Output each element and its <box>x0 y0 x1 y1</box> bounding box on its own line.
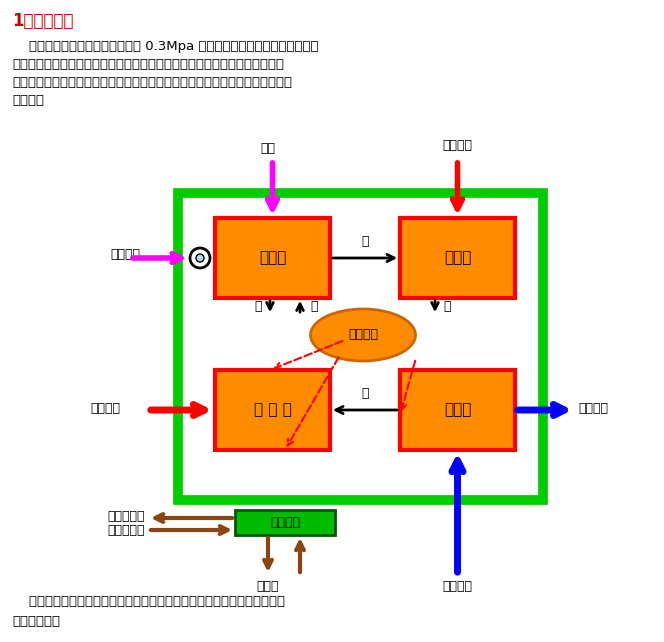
Bar <box>178 193 543 500</box>
Text: 余热水进: 余热水进 <box>442 580 473 593</box>
Text: 1、结构组成: 1、结构组成 <box>12 12 74 30</box>
Circle shape <box>190 248 210 268</box>
Circle shape <box>196 254 204 262</box>
Text: 运行信号出: 运行信号出 <box>108 523 145 537</box>
Text: 控制系统: 控制系统 <box>270 516 300 529</box>
Text: 性，提取低品位废热源中的热量，通过回收转换制取工艺性、采暖或生活用高品: 性，提取低品位废热源中的热量，通过回收转换制取工艺性、采暖或生活用高品 <box>12 76 292 89</box>
Text: 溶: 溶 <box>254 300 262 313</box>
Text: 冷凝器: 冷凝器 <box>444 250 471 266</box>
Text: 凝水: 凝水 <box>260 142 275 155</box>
Text: 制系统组成。: 制系统组成。 <box>12 615 60 628</box>
Text: 渴化销溶液为吸收剂，水为蝠发剂，利用水在低压真空状态下低沸点沸腾的特: 渴化销溶液为吸收剂，水为蝠发剂，利用水在低压真空状态下低沸点沸腾的特 <box>12 58 284 71</box>
Bar <box>215 370 330 450</box>
Text: 驱动蝠汽: 驱动蝠汽 <box>110 248 140 261</box>
Text: 汽: 汽 <box>361 235 369 248</box>
Text: 余热水出: 余热水出 <box>578 401 608 415</box>
Text: 供热水出: 供热水出 <box>442 139 473 152</box>
Text: 液: 液 <box>310 300 317 313</box>
Text: 电量出: 电量出 <box>257 580 280 593</box>
Bar <box>400 218 515 298</box>
Bar <box>235 510 335 535</box>
Text: 水: 水 <box>443 300 450 313</box>
Text: 蝠汽型渴化销吸收式热泵机组以 0.3Mpa 以上蝠汽产生的热能为驱动热源，: 蝠汽型渴化销吸收式热泵机组以 0.3Mpa 以上蝠汽产生的热能为驱动热源， <box>12 40 319 53</box>
Bar <box>400 370 515 450</box>
Text: 吸收式热泵机组由发生器、冷凝器、蝠发器、吸收器、热交换器及自动控: 吸收式热泵机组由发生器、冷凝器、蝠发器、吸收器、热交换器及自动控 <box>12 595 285 608</box>
Text: 供热水进: 供热水进 <box>90 401 120 415</box>
Text: 汽: 汽 <box>361 387 369 400</box>
Text: 辅助设备: 辅助设备 <box>348 329 378 342</box>
Text: 蝠发器: 蝠发器 <box>444 403 471 417</box>
Text: 控制信号出: 控制信号出 <box>108 510 145 523</box>
Text: 吸 收 器: 吸 收 器 <box>254 403 291 417</box>
Ellipse shape <box>311 309 416 361</box>
Text: 位热水。: 位热水。 <box>12 94 44 107</box>
Text: 发生器: 发生器 <box>259 250 286 266</box>
Bar <box>215 218 330 298</box>
